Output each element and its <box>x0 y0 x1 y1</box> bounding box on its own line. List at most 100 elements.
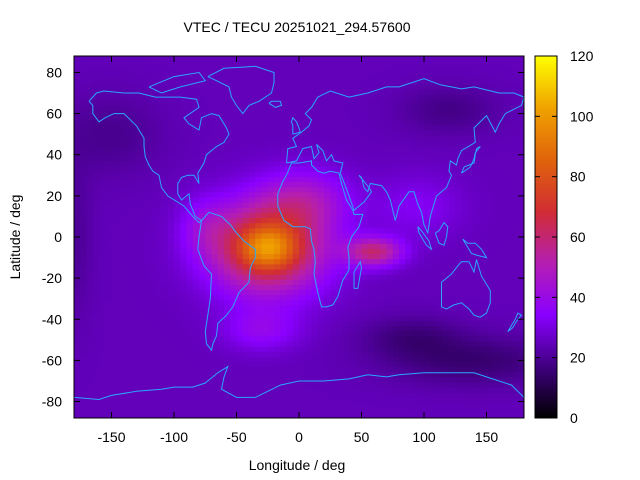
heatmap-cell <box>130 346 138 352</box>
heatmap-cell <box>192 196 200 203</box>
heatmap-cell <box>374 114 381 121</box>
heatmap-cell <box>474 407 481 414</box>
heatmap-cell <box>392 166 400 172</box>
heatmap-cell <box>261 232 269 239</box>
heatmap-cell <box>486 268 494 275</box>
heatmap-cell <box>174 232 181 239</box>
heatmap-cell <box>86 356 94 363</box>
heatmap-cell <box>261 191 269 198</box>
heatmap-cell <box>267 109 275 116</box>
heatmap-cell <box>86 366 94 373</box>
heatmap-cell <box>349 315 356 321</box>
heatmap-cell <box>424 155 431 162</box>
heatmap-cell <box>486 68 494 75</box>
heatmap-cell <box>486 304 494 311</box>
heatmap-cell <box>192 73 200 80</box>
heatmap-cell <box>192 330 200 337</box>
heatmap-cell <box>255 299 263 306</box>
heatmap-cell <box>117 207 125 213</box>
heatmap-cell <box>217 243 225 249</box>
heatmap-cell <box>480 315 488 321</box>
heatmap-cell <box>311 119 319 126</box>
heatmap-cell <box>299 202 306 208</box>
heatmap-cell <box>342 340 350 347</box>
heatmap-cell <box>192 310 200 316</box>
heatmap-cell <box>367 83 375 90</box>
heatmap-cell <box>205 310 213 316</box>
heatmap-cell <box>274 207 281 213</box>
heatmap-cell <box>467 243 475 249</box>
heatmap-cell <box>474 140 481 147</box>
heatmap-cell <box>361 340 369 347</box>
heatmap-cell <box>167 191 175 198</box>
heatmap-cell <box>280 289 288 296</box>
heatmap-cell <box>167 186 175 193</box>
heatmap-cell <box>455 196 463 203</box>
heatmap-cell <box>117 155 125 162</box>
heatmap-cell <box>442 207 450 213</box>
heatmap-cell <box>192 227 200 234</box>
heatmap-cell <box>199 135 206 141</box>
heatmap-cell <box>117 202 125 208</box>
heatmap-cell <box>461 227 469 234</box>
heatmap-cell <box>424 166 431 172</box>
heatmap-cell <box>124 412 131 418</box>
heatmap-cell <box>417 304 425 311</box>
heatmap-cell <box>224 58 231 64</box>
heatmap-cell <box>455 114 463 121</box>
heatmap-cell <box>255 402 263 409</box>
heatmap-cell <box>149 109 156 116</box>
heatmap-cell <box>99 289 106 296</box>
chart-title: VTEC / TECU 20251021_294.57600 <box>183 19 410 35</box>
heatmap-cell <box>267 407 275 414</box>
heatmap-cell <box>86 186 94 193</box>
heatmap-cell <box>492 304 500 311</box>
heatmap-cell <box>517 227 524 234</box>
heatmap-cell <box>261 104 269 111</box>
heatmap-cell <box>124 222 131 229</box>
heatmap-cell <box>330 109 338 116</box>
heatmap-cell <box>317 73 325 80</box>
heatmap-cell <box>211 284 219 291</box>
heatmap-cell <box>249 392 256 399</box>
heatmap-cell <box>86 376 94 383</box>
heatmap-cell <box>217 382 225 388</box>
heatmap-cell <box>161 196 169 203</box>
heatmap-cell <box>92 335 100 342</box>
heatmap-cell <box>74 248 81 255</box>
heatmap-cell <box>367 320 375 327</box>
heatmap-cell <box>442 109 450 116</box>
heatmap-cell <box>324 315 331 321</box>
heatmap-cell <box>405 217 413 224</box>
heatmap-cell <box>436 166 444 172</box>
heatmap-cell <box>267 130 275 136</box>
heatmap-cell <box>511 166 519 172</box>
heatmap-cell <box>474 371 481 378</box>
heatmap-cell <box>149 268 156 275</box>
heatmap-cell <box>511 330 519 337</box>
heatmap-cell <box>74 325 81 332</box>
heatmap-cell <box>105 351 113 357</box>
heatmap-cell <box>255 63 263 69</box>
heatmap-cell <box>380 346 388 352</box>
heatmap-cell <box>236 181 244 188</box>
heatmap-cell <box>111 73 119 80</box>
heatmap-cell <box>155 243 163 249</box>
heatmap-cell <box>517 299 524 306</box>
heatmap-cell <box>249 315 256 321</box>
heatmap-cell <box>286 191 294 198</box>
heatmap-cell <box>436 412 444 418</box>
heatmap-cell <box>280 263 288 270</box>
heatmap-cell <box>199 238 206 244</box>
heatmap-cell <box>492 315 500 321</box>
heatmap-cell <box>124 268 131 275</box>
heatmap-cell <box>74 78 81 85</box>
heatmap-cell <box>261 366 269 373</box>
heatmap-cell <box>367 202 375 208</box>
heatmap-cell <box>342 68 350 75</box>
heatmap-cell <box>355 63 363 69</box>
heatmap-cell <box>217 176 225 183</box>
heatmap-cell <box>424 299 431 306</box>
heatmap-cell <box>92 248 100 255</box>
heatmap-cell <box>386 330 394 337</box>
